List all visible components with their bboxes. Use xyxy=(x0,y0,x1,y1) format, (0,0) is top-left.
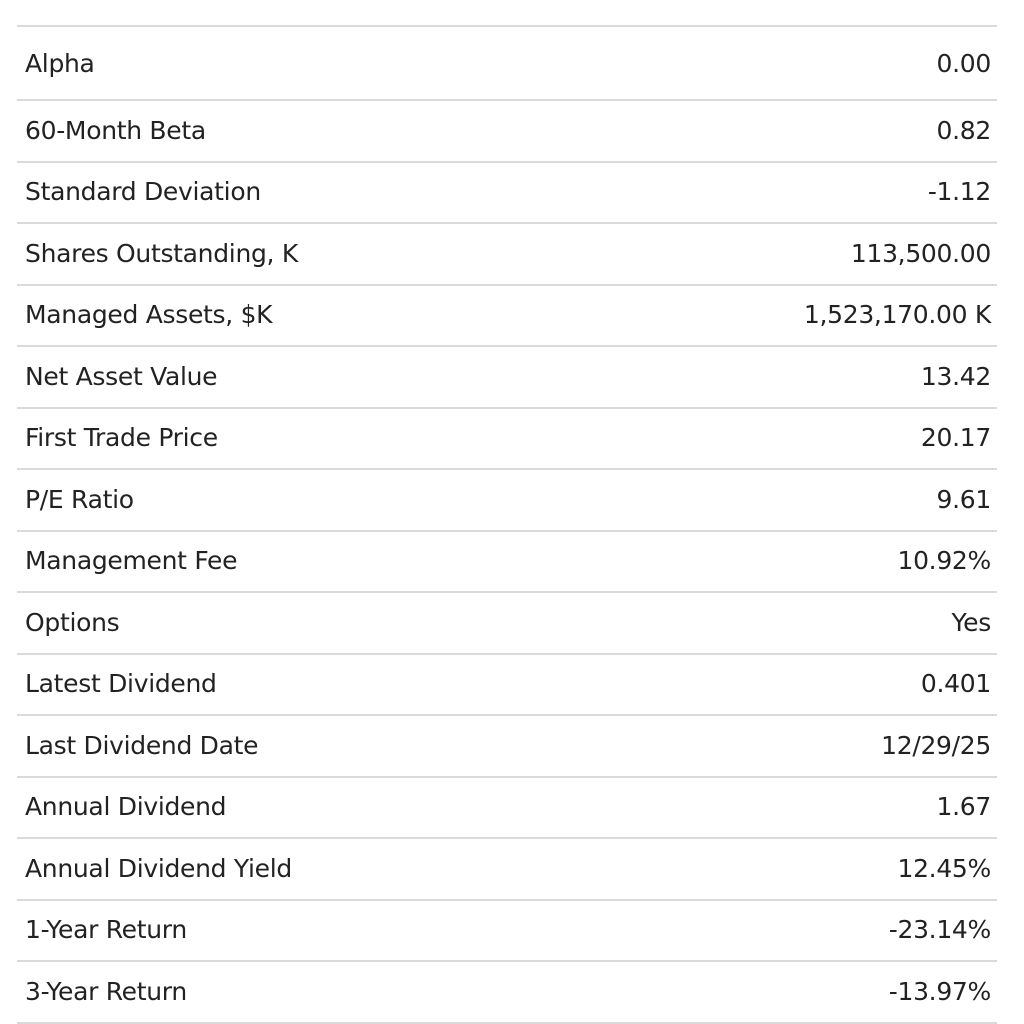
stats-value: 12/29/25 xyxy=(881,730,991,760)
stats-row-net-asset-value: Net Asset Value 13.42 xyxy=(17,347,997,409)
stats-value: 12.45% xyxy=(897,853,991,883)
stats-label: P/E Ratio xyxy=(25,484,134,514)
stats-label: Options xyxy=(25,607,120,637)
stats-row-latest-dividend: Latest Dividend 0.401 xyxy=(17,655,997,716)
stats-row-managed-assets: Managed Assets, $K 1,523,170.00 K xyxy=(17,286,997,347)
stats-row-annual-dividend: Annual Dividend 1.67 xyxy=(17,778,997,839)
stats-label: Shares Outstanding, K xyxy=(25,238,298,268)
stats-label: Latest Dividend xyxy=(25,669,217,699)
stats-value: 13.42 xyxy=(920,361,991,391)
stats-row-options: Options Yes xyxy=(17,593,997,655)
stats-value: -23.14% xyxy=(888,915,992,945)
stats-label: 3-Year Return xyxy=(25,976,187,1006)
stats-row-annual-dividend-yield: Annual Dividend Yield 12.45% xyxy=(17,839,997,901)
stats-value: -13.97% xyxy=(888,976,992,1006)
stats-label: Management Fee xyxy=(25,546,238,576)
stats-value: 1,523,170.00 K xyxy=(803,300,991,330)
stats-value: 9.61 xyxy=(936,484,992,514)
stats-row-standard-deviation: Standard Deviation -1.12 xyxy=(17,163,997,224)
stats-label: First Trade Price xyxy=(25,423,218,453)
stats-label: Alpha xyxy=(25,49,95,78)
stats-label: Annual Dividend Yield xyxy=(25,853,292,883)
stats-row-1-year-return: 1-Year Return -23.14% xyxy=(17,901,997,962)
stats-value: 10.92% xyxy=(897,546,991,576)
stats-label: Net Asset Value xyxy=(25,361,218,391)
stats-value: 0.401 xyxy=(920,669,991,699)
stats-row-pe-ratio: P/E Ratio 9.61 xyxy=(17,470,997,532)
stats-value: 0.00 xyxy=(936,49,992,78)
stats-row-first-trade-price: First Trade Price 20.17 xyxy=(17,409,997,470)
stats-label: Annual Dividend xyxy=(25,792,227,822)
stats-value: Yes xyxy=(951,607,992,637)
stats-label: 60-Month Beta xyxy=(25,115,206,145)
stats-value: 20.17 xyxy=(920,423,991,453)
fund-statistics-table: Alpha 0.00 60-Month Beta 0.82 Standard D… xyxy=(17,25,997,1024)
stats-value: 0.82 xyxy=(936,115,992,145)
stats-row-shares-outstanding: Shares Outstanding, K 113,500.00 xyxy=(17,224,997,286)
stats-row-alpha: Alpha 0.00 xyxy=(17,27,997,101)
stats-row-management-fee: Management Fee 10.92% xyxy=(17,532,997,593)
stats-label: Managed Assets, $K xyxy=(25,300,273,330)
stats-label: Standard Deviation xyxy=(25,177,261,207)
stats-value: 113,500.00 xyxy=(850,238,991,268)
stats-row-3-year-return: 3-Year Return -13.97% xyxy=(17,962,997,1024)
stats-label: Last Dividend Date xyxy=(25,730,259,760)
stats-value: -1.12 xyxy=(927,177,991,207)
stats-row-60-month-beta: 60-Month Beta 0.82 xyxy=(17,101,997,163)
stats-label: 1-Year Return xyxy=(25,915,187,945)
stats-value: 1.67 xyxy=(936,792,992,822)
stats-row-last-dividend-date: Last Dividend Date 12/29/25 xyxy=(17,716,997,778)
